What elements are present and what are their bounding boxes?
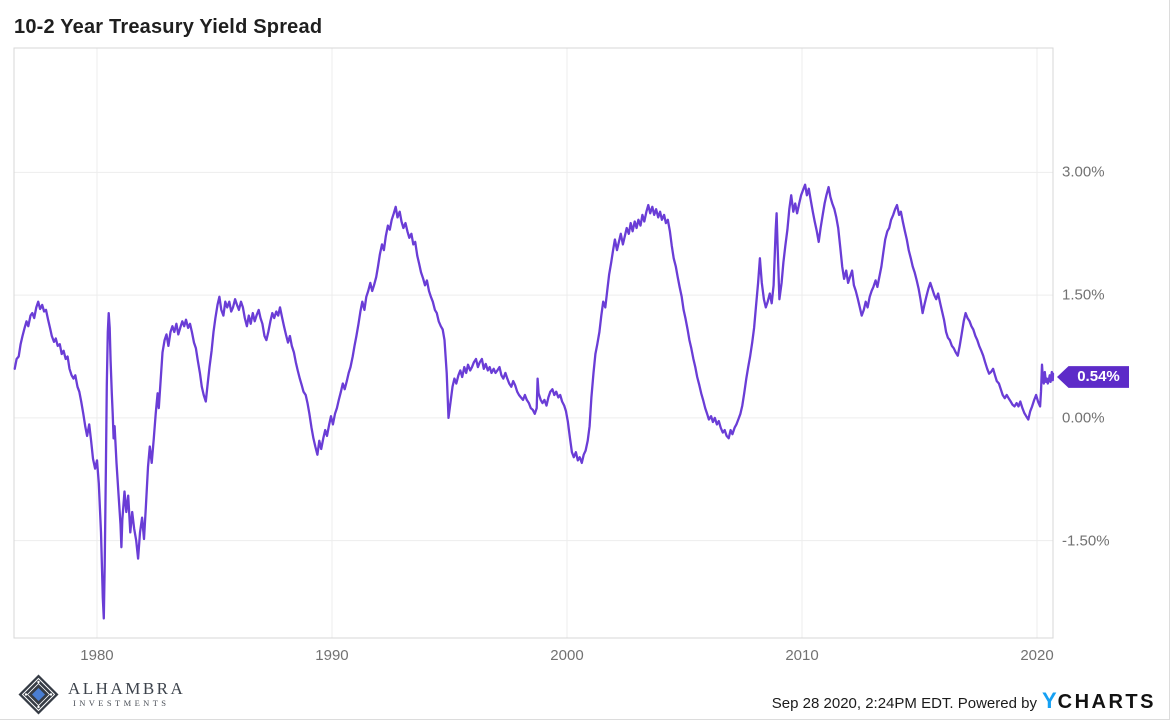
y-tick-label: -1.50% (1062, 532, 1110, 550)
gridlines (14, 48, 1053, 638)
plot-border (13, 47, 1054, 639)
spread-series-line (13, 183, 1055, 620)
ycharts-logo-y: Y (1041, 688, 1058, 713)
x-tick-label: 2000 (550, 647, 584, 664)
x-tick-label: 1980 (80, 647, 114, 664)
ycharts-logo-charts: CHARTS (1057, 691, 1156, 713)
alhambra-branding: ALHAMBRA INVESTMENTS (18, 674, 185, 715)
x-tick-label: 2020 (1020, 647, 1054, 664)
chart-title: 10-2 Year Treasury Yield Spread (14, 16, 323, 38)
x-tick-label: 2010 (785, 647, 819, 664)
y-tick-label: 3.00% (1062, 163, 1105, 181)
chart-attribution: Sep 28 2020, 2:24PM EDT. Powered by Y CH… (772, 688, 1156, 714)
x-tick-label: 1990 (315, 647, 349, 664)
y-tick-label: 0.00% (1062, 409, 1105, 427)
alhambra-wordmark: ALHAMBRA (68, 679, 186, 698)
timestamp-powered-by: Sep 28 2020, 2:24PM EDT. Powered by (771, 695, 1037, 712)
y-tick-label: 1.50% (1062, 286, 1105, 304)
current-value-badge: 0.54% (1057, 366, 1129, 388)
alhambra-subtitle: INVESTMENTS (73, 698, 170, 708)
alhambra-logo-icon (18, 674, 59, 715)
